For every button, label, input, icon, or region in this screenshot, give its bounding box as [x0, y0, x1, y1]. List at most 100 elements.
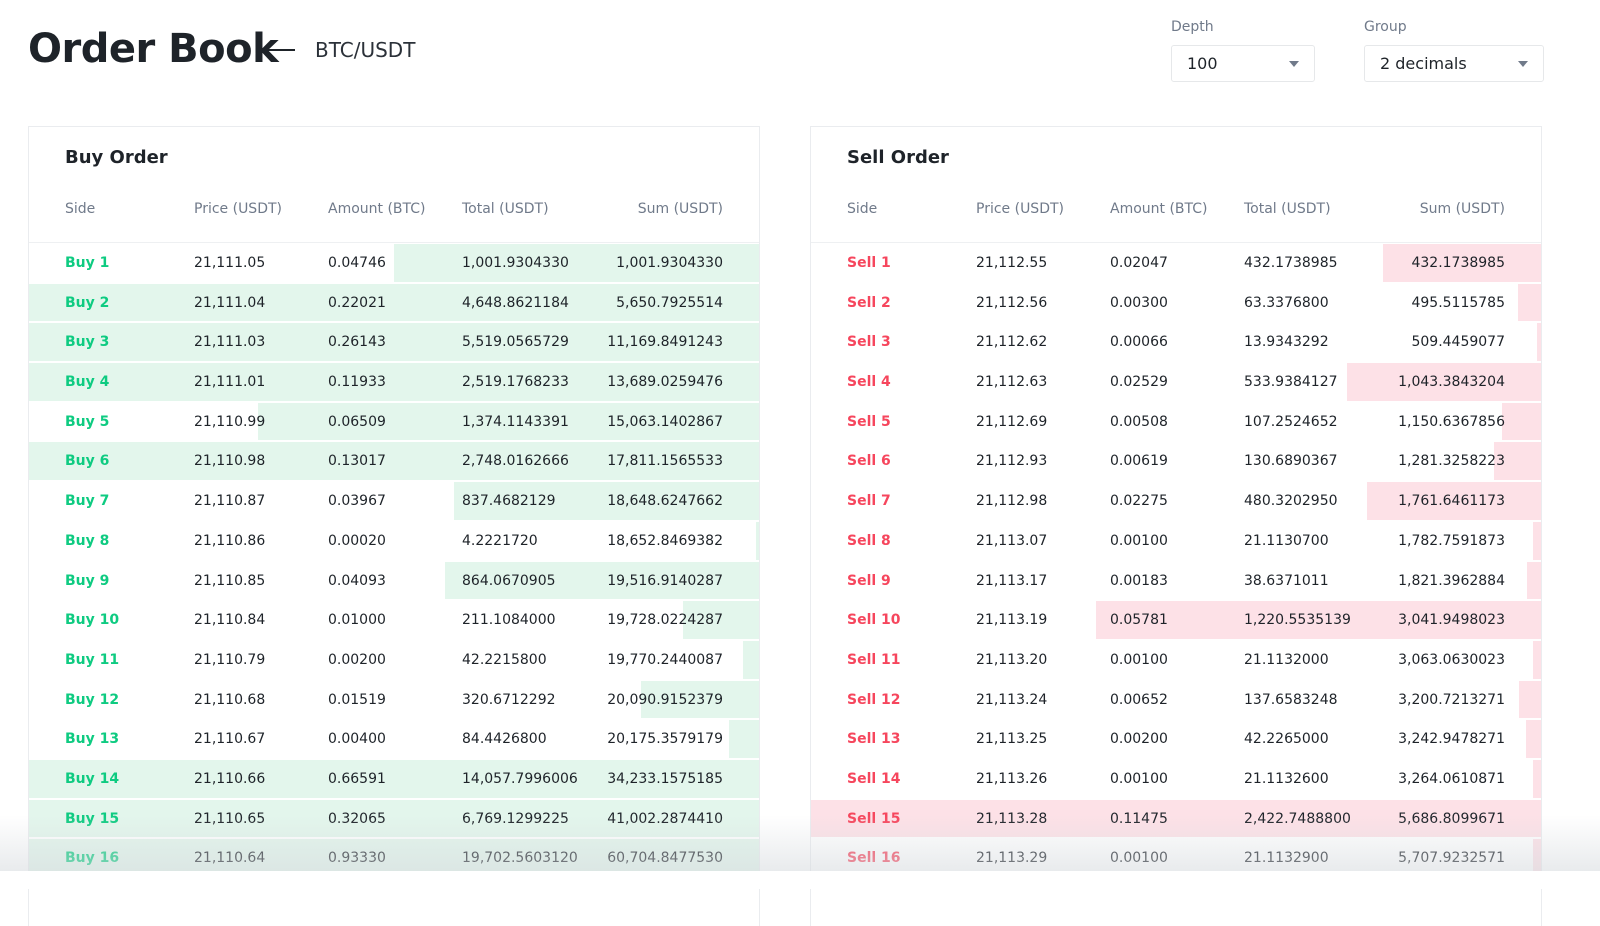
cell-total: 4,648.8621184	[462, 294, 569, 311]
cell-sum: 41,002.2874410	[607, 810, 723, 827]
buy-order-row[interactable]: Buy 12 21,110.68 0.01519 320.6712292 20,090.…	[29, 680, 759, 719]
buy-order-row[interactable]: Buy 4 21,111.01 0.11933 2,519.1768233 13,689…	[29, 363, 759, 401]
sell-order-row[interactable]: Sell 4 21,112.63 0.02529 533.9384127 1,043.3…	[811, 363, 1541, 401]
cell-total: 5,519.0565729	[462, 334, 569, 351]
cell-total: 6,769.1299225	[462, 810, 569, 827]
cell-amount: 0.00100	[1110, 770, 1168, 787]
cell-price: 21,112.62	[976, 334, 1048, 351]
buy-order-row[interactable]: Buy 15 21,110.65 0.32065 6,769.1299225 41,00…	[29, 799, 759, 838]
cell-amount: 0.00100	[1110, 850, 1168, 867]
cell-amount: 0.03967	[328, 493, 386, 510]
cell-side: Sell 16	[847, 850, 901, 867]
cell-side: Sell 8	[847, 532, 891, 549]
cell-side: Sell 3	[847, 334, 891, 351]
sell-order-row[interactable]: Sell 12 21,113.24 0.00652 137.6583248 3,200.…	[811, 680, 1541, 719]
depth-label: Depth	[1171, 19, 1214, 35]
buy-order-row[interactable]: Buy 13 21,110.67 0.00400 84.4426800 20,175.3…	[29, 720, 759, 758]
cell-total: 533.9384127	[1244, 374, 1338, 391]
cell-side: Sell 10	[847, 612, 901, 629]
column-header-total: Total (USDT)	[1244, 201, 1331, 217]
cell-price: 21,110.86	[194, 532, 266, 549]
cell-price: 21,110.66	[194, 770, 266, 787]
sell-order-rows: Sell 1 21,112.55 0.02047 432.1738985 432.173…	[811, 244, 1541, 879]
sell-order-row[interactable]: Sell 13 21,113.25 0.00200 42.2265000 3,242.9…	[811, 720, 1541, 758]
cell-price: 21,113.24	[976, 691, 1048, 708]
depth-bar	[1526, 720, 1541, 758]
column-header-sum: Sum (USDT)	[1419, 201, 1505, 217]
sell-order-row[interactable]: Sell 10 21,113.19 0.05781 1,220.5535139 3,04…	[811, 601, 1541, 639]
cell-sum: 19,770.2440087	[607, 651, 723, 668]
buy-order-row[interactable]: Buy 5 21,110.99 0.06509 1,374.1143391 15,063…	[29, 402, 759, 441]
sell-order-row[interactable]: Sell 1 21,112.55 0.02047 432.1738985 432.173…	[811, 244, 1541, 282]
cell-amount: 0.00183	[1110, 572, 1168, 589]
sell-order-row[interactable]: Sell 15 21,113.28 0.11475 2,422.7488800 5,68…	[811, 799, 1541, 838]
buy-order-row[interactable]: Buy 14 21,110.66 0.66591 14,057.7996006 34,2…	[29, 759, 759, 798]
cell-amount: 0.93330	[328, 850, 386, 867]
buy-order-row[interactable]: Buy 8 21,110.86 0.00020 4.2221720 18,652.846…	[29, 521, 759, 560]
buy-order-row[interactable]: Buy 11 21,110.79 0.00200 42.2215800 19,770.2…	[29, 640, 759, 679]
cell-price: 21,113.19	[976, 612, 1048, 629]
cell-total: 320.6712292	[462, 691, 556, 708]
cell-sum: 20,175.3579179	[607, 731, 723, 748]
column-header-amount: Amount (BTC)	[1110, 201, 1208, 217]
depth-bar	[1532, 640, 1541, 679]
buy-order-row[interactable]: Buy 9 21,110.85 0.04093 864.0670905 19,516.9…	[29, 561, 759, 600]
cell-sum: 509.4459077	[1411, 334, 1505, 351]
cell-side: Buy 14	[65, 770, 120, 787]
sell-order-row[interactable]: Sell 14 21,113.26 0.00100 21.1132600 3,264.0…	[811, 759, 1541, 798]
caret-down-icon	[1518, 60, 1528, 67]
cell-amount: 0.11475	[1110, 810, 1168, 827]
cell-price: 21,110.68	[194, 691, 266, 708]
column-header-side: Side	[847, 201, 878, 217]
cell-total: 38.6371011	[1244, 572, 1329, 589]
cell-sum: 3,264.0610871	[1398, 770, 1505, 787]
cell-price: 21,110.67	[194, 731, 266, 748]
buy-order-row[interactable]: Buy 7 21,110.87 0.03967 837.4682129 18,648.6…	[29, 482, 759, 520]
buy-order-row[interactable]: Buy 1 21,111.05 0.04746 1,001.9304330 1,001.…	[29, 244, 759, 282]
sell-order-row[interactable]: Sell 7 21,112.98 0.02275 480.3202950 1,761.6…	[811, 482, 1541, 520]
depth-bar	[1494, 442, 1541, 481]
cell-side: Sell 13	[847, 731, 901, 748]
cell-amount: 0.11933	[328, 374, 386, 391]
title-separator	[259, 49, 295, 51]
group-select[interactable]: 2 decimals	[1364, 45, 1544, 82]
cell-price: 21,113.28	[976, 810, 1048, 827]
cell-sum: 17,811.1565533	[607, 453, 723, 470]
buy-order-row[interactable]: Buy 2 21,111.04 0.22021 4,648.8621184 5,650.…	[29, 283, 759, 322]
depth-bar	[1532, 759, 1541, 798]
buy-order-row[interactable]: Buy 10 21,110.84 0.01000 211.1084000 19,728.…	[29, 601, 759, 639]
cell-amount: 0.00200	[1110, 731, 1168, 748]
cell-total: 137.6583248	[1244, 691, 1338, 708]
sell-order-row[interactable]: Sell 6 21,112.93 0.00619 130.6890367 1,281.3…	[811, 442, 1541, 481]
cell-price: 21,110.79	[194, 651, 266, 668]
buy-order-row[interactable]: Buy 3 21,111.03 0.26143 5,519.0565729 11,169…	[29, 323, 759, 362]
sell-order-row[interactable]: Sell 8 21,113.07 0.00100 21.1130700 1,782.75…	[811, 521, 1541, 560]
sell-order-row[interactable]: Sell 11 21,113.20 0.00100 21.1132000 3,063.0…	[811, 640, 1541, 679]
cell-total: 1,220.5535139	[1244, 612, 1351, 629]
depth-bar	[29, 283, 759, 322]
sell-order-row[interactable]: Sell 3 21,112.62 0.00066 13.9343292 509.4459…	[811, 323, 1541, 362]
cell-side: Sell 9	[847, 572, 891, 589]
group-value: 2 decimals	[1380, 54, 1467, 73]
cell-total: 2,748.0162666	[462, 453, 569, 470]
cell-sum: 18,648.6247662	[607, 493, 723, 510]
cell-side: Sell 15	[847, 810, 901, 827]
cell-total: 63.3376800	[1244, 294, 1329, 311]
cell-total: 84.4426800	[462, 731, 547, 748]
sell-order-row[interactable]: Sell 2 21,112.56 0.00300 63.3376800 495.5115…	[811, 283, 1541, 322]
buy-order-row[interactable]: Buy 6 21,110.98 0.13017 2,748.0162666 17,811…	[29, 442, 759, 481]
sell-order-row[interactable]: Sell 9 21,113.17 0.00183 38.6371011 1,821.39…	[811, 561, 1541, 600]
depth-bar	[1502, 402, 1541, 441]
cell-sum: 19,728.0224287	[607, 612, 723, 629]
cell-amount: 0.05781	[1110, 612, 1168, 629]
cell-sum: 1,001.9304330	[616, 255, 723, 271]
cell-amount: 0.22021	[328, 294, 386, 311]
depth-select[interactable]: 100	[1171, 45, 1315, 82]
group-label: Group	[1364, 19, 1407, 35]
cell-amount: 0.00066	[1110, 334, 1168, 351]
trading-pair: BTC/USDT	[315, 38, 416, 62]
cell-sum: 5,650.7925514	[616, 294, 723, 311]
cell-price: 21,113.25	[976, 731, 1048, 748]
cell-side: Buy 1	[65, 255, 110, 271]
sell-order-row[interactable]: Sell 5 21,112.69 0.00508 107.2524652 1,150.6…	[811, 402, 1541, 441]
